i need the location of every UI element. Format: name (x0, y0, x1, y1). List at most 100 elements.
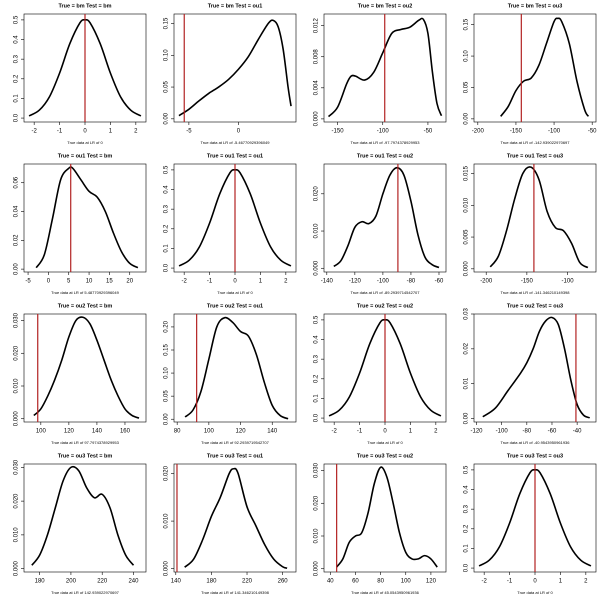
x-tick-label: 240 (128, 579, 139, 585)
plot-area (333, 164, 440, 272)
x-tick-label: -5 (186, 129, 192, 135)
x-axis-label: True data at LR of -89.2939714542707 (350, 290, 420, 295)
x-tick-label: 15 (106, 279, 113, 285)
x-tick-label: -1 (57, 129, 63, 135)
panel: True = ou1 Test = bm True data at LR of 5… (14, 153, 147, 295)
plot-frame (323, 463, 447, 573)
y-tick-label: 0.020 (14, 493, 20, 509)
x-tick-label: 80 (174, 429, 181, 435)
panel: True = ou3 Test = ou2 True data at LR of … (314, 453, 447, 595)
panel-title: True = ou1 Test = ou3 (507, 153, 563, 159)
y-tick-label: 0.10 (164, 49, 170, 61)
panel: True = ou2 Test = ou1 True data at LR of … (164, 303, 297, 445)
x-tick-label: -100 (496, 429, 509, 435)
y-tick-label: 0.4 (314, 335, 320, 344)
x-tick-label: -2 (481, 579, 487, 585)
density-curve (335, 466, 438, 568)
y-tick-label: 0.00 (164, 413, 170, 425)
y-tick-label: 0.03 (464, 308, 470, 320)
y-tick-label: 0.15 (164, 17, 170, 29)
x-tick-label: 0 (83, 129, 87, 135)
y-tick-label: 0.00 (14, 263, 20, 275)
x-tick-label: -50 (424, 129, 433, 135)
y-tick-label: 0.004 (314, 80, 320, 96)
x-tick-label: 120 (64, 429, 75, 435)
y-tick-label: 0.2 (164, 224, 170, 233)
y-tick-label: 0.1 (164, 244, 170, 253)
y-tick-label: 0.5 (164, 165, 170, 174)
panel-title: True = ou1 Test = ou1 (207, 153, 263, 159)
panel-title: True = ou2 Test = ou2 (357, 303, 413, 309)
y-tick-label: 0.00 (464, 412, 470, 424)
y-tick-label: 0.030 (314, 462, 320, 478)
x-tick-label: -1 (507, 579, 513, 585)
panel-title: True = bm Test = ou2 (358, 3, 413, 9)
y-tick-label: 0.4 (164, 185, 170, 194)
y-tick-label: 0.010 (164, 513, 170, 529)
y-tick-label: 0.06 (14, 176, 20, 188)
y-tick-label: 0.15 (464, 18, 470, 30)
y-tick-label: 0.000 (314, 561, 320, 577)
x-axis-label: True data at LR of -5.46770929396049 (200, 140, 270, 145)
plot-area (482, 314, 591, 422)
plot-area (35, 164, 139, 272)
y-tick-label: 0.012 (314, 17, 320, 33)
x-tick-label: -40 (573, 429, 582, 435)
panel-title: True = ou1 Test = ou2 (357, 153, 413, 159)
y-tick-label: 0.5 (14, 15, 20, 24)
y-tick-label: 0.000 (314, 260, 320, 276)
x-tick-label: -100 (548, 129, 561, 135)
x-axis-label: True data at LR of -40.9543950961936 (500, 440, 570, 445)
x-tick-label: 100 (401, 579, 412, 585)
x-tick-label: -200 (472, 129, 485, 135)
y-tick-label: 0.2 (314, 374, 320, 383)
panel: True = ou1 Test = ou3 True data at LR of … (464, 153, 597, 295)
density-curve (482, 316, 591, 419)
x-tick-label: -100 (377, 279, 390, 285)
plot-frame (23, 463, 147, 573)
x-tick-label: 60 (352, 579, 359, 585)
panel: True = bm Test = ou3 True data at LR of -… (464, 3, 598, 145)
x-tick-label: 1 (559, 579, 563, 585)
x-axis-label: True data at LR of 97.7974378929953 (51, 440, 119, 445)
density-curve (333, 166, 440, 269)
x-tick-label: 2 (134, 129, 138, 135)
x-tick-label: -140 (321, 279, 334, 285)
x-tick-label: -60 (435, 279, 444, 285)
x-axis-label: True data at LR of -97.7974378929953 (350, 140, 420, 145)
y-tick-label: 0.0 (164, 263, 170, 272)
x-tick-label: 180 (206, 579, 217, 585)
plot-frame (23, 163, 147, 273)
plot-frame (173, 463, 297, 573)
x-tick-label: -2 (331, 429, 337, 435)
y-tick-label: 0.02 (464, 342, 470, 354)
y-tick-label: 0.2 (464, 524, 470, 533)
plot-frame (473, 163, 597, 273)
y-tick-label: 0.020 (164, 465, 170, 481)
panel: True = ou1 Test = ou2 True data at LR of … (314, 153, 447, 295)
x-tick-label: 1 (409, 429, 413, 435)
panel-title: True = ou3 Test = ou3 (507, 453, 563, 459)
x-tick-label: 140 (92, 429, 103, 435)
x-tick-label: 10 (86, 279, 93, 285)
plot-area (500, 14, 590, 122)
x-tick-label: 2 (434, 429, 438, 435)
x-axis-label: True data at LR of 0 (67, 140, 103, 145)
x-tick-label: -2 (31, 129, 37, 135)
plot-frame (173, 13, 297, 123)
panel: True = ou3 Test = bm True data at LR of 1… (14, 453, 147, 595)
plot-area (178, 164, 292, 272)
x-tick-label: -150 (332, 129, 345, 135)
x-tick-label: 80 (377, 579, 384, 585)
x-tick-label: -80 (407, 279, 416, 285)
plot-area (335, 464, 438, 572)
x-tick-label: 2 (584, 579, 588, 585)
x-tick-label: 1 (109, 129, 113, 135)
plot-area (327, 14, 443, 122)
x-tick-label: 20 (126, 279, 133, 285)
panel-title: True = bm Test = ou1 (208, 3, 263, 9)
y-tick-label: 0.010 (14, 527, 20, 543)
plot-area (31, 465, 135, 566)
